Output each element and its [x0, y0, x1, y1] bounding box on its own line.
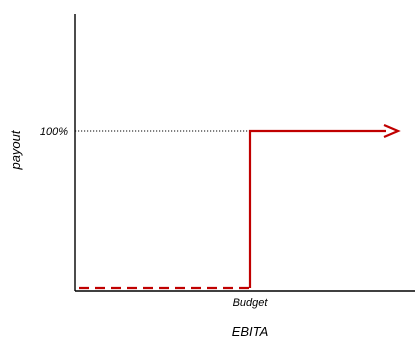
series-solid-step-segment: [248, 129, 386, 288]
y-axis-label: payout: [8, 129, 23, 170]
x-tick-label-budget: Budget: [233, 297, 269, 309]
y-tick-label-100: 100%: [40, 126, 68, 138]
x-axis-label: EBITA: [232, 324, 269, 339]
arrowhead-icon: [383, 123, 401, 139]
